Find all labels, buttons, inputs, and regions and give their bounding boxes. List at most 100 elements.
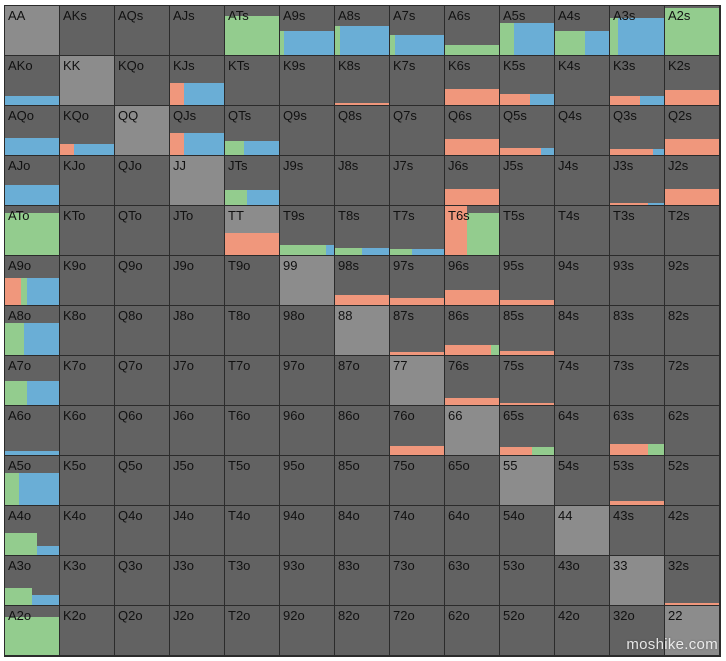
hand-cell-66[interactable]: 66 [445, 406, 499, 455]
hand-cell-qjs[interactable]: QJs [170, 106, 224, 155]
hand-cell-k3s[interactable]: K3s [610, 56, 664, 105]
hand-cell-52s[interactable]: 52s [665, 456, 719, 505]
hand-cell-97o[interactable]: 97o [280, 356, 334, 405]
hand-cell-j8o[interactable]: J8o [170, 306, 224, 355]
hand-cell-82s[interactable]: 82s [665, 306, 719, 355]
hand-cell-a8s[interactable]: A8s [335, 6, 389, 55]
hand-cell-94o[interactable]: 94o [280, 506, 334, 555]
hand-cell-aa[interactable]: AA [5, 6, 59, 55]
hand-cell-42s[interactable]: 42s [665, 506, 719, 555]
hand-cell-55[interactable]: 55 [500, 456, 554, 505]
hand-cell-85o[interactable]: 85o [335, 456, 389, 505]
hand-cell-j4s[interactable]: J4s [555, 156, 609, 205]
hand-cell-qto[interactable]: QTo [115, 206, 169, 255]
hand-cell-a2o[interactable]: A2o [5, 606, 59, 655]
hand-cell-j6o[interactable]: J6o [170, 406, 224, 455]
hand-cell-q9s[interactable]: Q9s [280, 106, 334, 155]
hand-cell-kto[interactable]: KTo [60, 206, 114, 255]
hand-cell-k5o[interactable]: K5o [60, 456, 114, 505]
hand-cell-kqo[interactable]: KQo [60, 106, 114, 155]
hand-cell-k6o[interactable]: K6o [60, 406, 114, 455]
hand-cell-jto[interactable]: JTo [170, 206, 224, 255]
hand-cell-q2s[interactable]: Q2s [665, 106, 719, 155]
hand-cell-qjo[interactable]: QJo [115, 156, 169, 205]
hand-cell-j8s[interactable]: J8s [335, 156, 389, 205]
hand-cell-k7s[interactable]: K7s [390, 56, 444, 105]
hand-cell-87o[interactable]: 87o [335, 356, 389, 405]
hand-cell-83s[interactable]: 83s [610, 306, 664, 355]
hand-cell-a5s[interactable]: A5s [500, 6, 554, 55]
hand-cell-kjs[interactable]: KJs [170, 56, 224, 105]
hand-cell-86s[interactable]: 86s [445, 306, 499, 355]
hand-cell-93s[interactable]: 93s [610, 256, 664, 305]
hand-cell-53s[interactable]: 53s [610, 456, 664, 505]
hand-cell-74s[interactable]: 74s [555, 356, 609, 405]
hand-cell-q6o[interactable]: Q6o [115, 406, 169, 455]
hand-cell-q5o[interactable]: Q5o [115, 456, 169, 505]
hand-cell-q8o[interactable]: Q8o [115, 306, 169, 355]
hand-cell-92o[interactable]: 92o [280, 606, 334, 655]
hand-cell-ajs[interactable]: AJs [170, 6, 224, 55]
hand-cell-q9o[interactable]: Q9o [115, 256, 169, 305]
hand-cell-a7o[interactable]: A7o [5, 356, 59, 405]
hand-cell-q7o[interactable]: Q7o [115, 356, 169, 405]
hand-cell-aqs[interactable]: AQs [115, 6, 169, 55]
hand-cell-k4s[interactable]: K4s [555, 56, 609, 105]
hand-cell-t9s[interactable]: T9s [280, 206, 334, 255]
hand-cell-k5s[interactable]: K5s [500, 56, 554, 105]
hand-cell-k2o[interactable]: K2o [60, 606, 114, 655]
hand-cell-84s[interactable]: 84s [555, 306, 609, 355]
hand-cell-64o[interactable]: 64o [445, 506, 499, 555]
hand-cell-a3o[interactable]: A3o [5, 556, 59, 605]
hand-cell-97s[interactable]: 97s [390, 256, 444, 305]
hand-cell-t4o[interactable]: T4o [225, 506, 279, 555]
hand-cell-t6o[interactable]: T6o [225, 406, 279, 455]
hand-cell-75o[interactable]: 75o [390, 456, 444, 505]
hand-cell-j5s[interactable]: J5s [500, 156, 554, 205]
hand-cell-a6s[interactable]: A6s [445, 6, 499, 55]
hand-cell-95s[interactable]: 95s [500, 256, 554, 305]
hand-cell-j7o[interactable]: J7o [170, 356, 224, 405]
hand-cell-44[interactable]: 44 [555, 506, 609, 555]
hand-cell-q4s[interactable]: Q4s [555, 106, 609, 155]
hand-cell-74o[interactable]: 74o [390, 506, 444, 555]
hand-cell-a8o[interactable]: A8o [5, 306, 59, 355]
hand-cell-52o[interactable]: 52o [500, 606, 554, 655]
hand-cell-96o[interactable]: 96o [280, 406, 334, 455]
hand-cell-jj[interactable]: JJ [170, 156, 224, 205]
hand-cell-kqo[interactable]: KQo [115, 56, 169, 105]
hand-cell-k9o[interactable]: K9o [60, 256, 114, 305]
hand-cell-k2s[interactable]: K2s [665, 56, 719, 105]
hand-cell-a7s[interactable]: A7s [390, 6, 444, 55]
hand-cell-q8s[interactable]: Q8s [335, 106, 389, 155]
hand-cell-kts[interactable]: KTs [225, 56, 279, 105]
hand-cell-96s[interactable]: 96s [445, 256, 499, 305]
hand-cell-ats[interactable]: ATs [225, 6, 279, 55]
hand-cell-t7o[interactable]: T7o [225, 356, 279, 405]
hand-cell-85s[interactable]: 85s [500, 306, 554, 355]
hand-cell-t8s[interactable]: T8s [335, 206, 389, 255]
hand-cell-86o[interactable]: 86o [335, 406, 389, 455]
hand-cell-t5o[interactable]: T5o [225, 456, 279, 505]
hand-cell-94s[interactable]: 94s [555, 256, 609, 305]
hand-cell-54o[interactable]: 54o [500, 506, 554, 555]
hand-cell-t7s[interactable]: T7s [390, 206, 444, 255]
hand-cell-q7s[interactable]: Q7s [390, 106, 444, 155]
hand-cell-76s[interactable]: 76s [445, 356, 499, 405]
hand-cell-j5o[interactable]: J5o [170, 456, 224, 505]
hand-cell-82o[interactable]: 82o [335, 606, 389, 655]
hand-cell-ajo[interactable]: AJo [5, 156, 59, 205]
hand-cell-42o[interactable]: 42o [555, 606, 609, 655]
hand-cell-j2s[interactable]: J2s [665, 156, 719, 205]
hand-cell-99[interactable]: 99 [280, 256, 334, 305]
hand-cell-t4s[interactable]: T4s [555, 206, 609, 255]
hand-cell-t6s[interactable]: T6s [445, 206, 499, 255]
hand-cell-53o[interactable]: 53o [500, 556, 554, 605]
hand-cell-93o[interactable]: 93o [280, 556, 334, 605]
hand-cell-88[interactable]: 88 [335, 306, 389, 355]
hand-cell-t5s[interactable]: T5s [500, 206, 554, 255]
hand-cell-65o[interactable]: 65o [445, 456, 499, 505]
hand-cell-a3s[interactable]: A3s [610, 6, 664, 55]
hand-cell-k4o[interactable]: K4o [60, 506, 114, 555]
hand-cell-qts[interactable]: QTs [225, 106, 279, 155]
